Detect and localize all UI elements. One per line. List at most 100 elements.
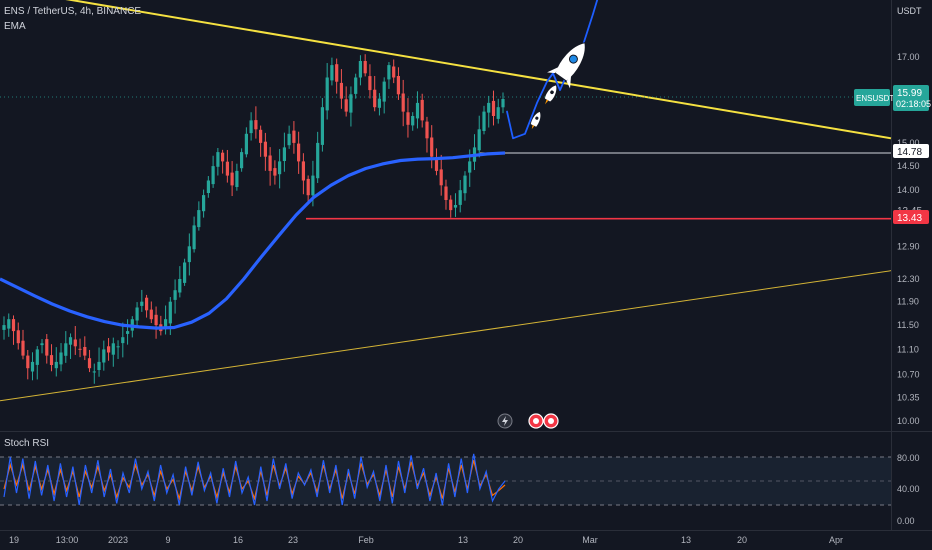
candle[interactable] [178,266,182,298]
candle[interactable] [368,64,372,99]
candle[interactable] [102,340,106,371]
candle[interactable] [382,77,386,114]
candle[interactable] [358,55,362,86]
candle[interactable] [187,233,191,276]
candle[interactable] [339,69,343,109]
candle[interactable] [211,155,215,188]
candle[interactable] [316,131,320,183]
candle[interactable] [287,125,291,149]
stoch-k-line[interactable] [3,453,506,506]
candle[interactable] [126,319,130,345]
candle[interactable] [396,67,400,100]
candle[interactable] [439,154,443,196]
candle[interactable] [49,344,54,372]
candle[interactable] [282,132,286,172]
candle[interactable] [7,313,11,337]
candle[interactable] [344,86,348,117]
candle[interactable] [192,216,196,253]
candle[interactable] [254,106,258,139]
candle[interactable] [496,98,500,124]
price-axis-bg[interactable] [891,0,932,530]
candle[interactable] [297,131,301,174]
projection-path[interactable] [506,0,603,140]
candle[interactable] [54,347,58,377]
candle[interactable] [164,305,168,335]
candle[interactable] [21,329,25,360]
candle[interactable] [244,127,248,158]
candle[interactable] [434,148,439,176]
candle[interactable] [78,338,82,358]
candle[interactable] [225,149,229,183]
candles-group[interactable] [2,54,505,384]
symbol-title[interactable]: ENS / TetherUS, 4h, BINANCE [4,6,141,17]
candle[interactable] [463,171,467,201]
candle[interactable] [154,306,158,339]
candle[interactable] [259,125,263,157]
candle[interactable] [263,132,267,171]
candle[interactable] [107,338,111,361]
candle[interactable] [40,339,44,354]
candle[interactable] [292,121,296,154]
candle[interactable] [320,98,324,152]
candle[interactable] [183,258,187,286]
candle[interactable] [458,179,462,213]
candle[interactable] [430,125,434,169]
candle[interactable] [11,315,16,345]
candle[interactable] [140,289,144,312]
candle[interactable] [173,279,177,314]
candle[interactable] [230,161,234,197]
candle[interactable] [354,73,358,99]
candle[interactable] [406,98,410,138]
stoch-rsi-label[interactable]: Stoch RSI [4,438,49,449]
candle[interactable] [149,301,153,324]
candle[interactable] [411,112,415,131]
candle[interactable] [116,340,120,359]
candle[interactable] [249,112,253,141]
rocket-icon-large[interactable] [547,35,596,89]
candle[interactable] [64,331,68,363]
earnings-event-icon-2[interactable] [543,413,559,429]
candle[interactable] [415,91,420,129]
candle[interactable] [325,63,329,120]
candle[interactable] [2,316,6,340]
candle[interactable] [221,149,225,174]
candle[interactable] [197,201,201,231]
candle[interactable] [145,294,149,318]
candle[interactable] [349,86,353,127]
candle[interactable] [235,163,239,191]
candle[interactable] [444,179,448,210]
candle[interactable] [491,90,496,126]
candle[interactable] [373,76,377,112]
rocket-icon-small[interactable] [529,110,543,130]
candle[interactable] [268,147,272,186]
candle[interactable] [477,115,481,158]
candle[interactable] [301,153,305,195]
candle[interactable] [45,334,49,364]
candle[interactable] [83,336,87,361]
ema-label[interactable]: EMA [4,21,26,32]
candle[interactable] [59,343,63,372]
candle[interactable] [68,333,73,359]
candle[interactable] [206,176,210,198]
candle[interactable] [330,57,334,86]
candle[interactable] [401,79,405,127]
candle[interactable] [425,116,429,153]
candle[interactable] [487,95,491,128]
candle[interactable] [111,337,115,367]
candle[interactable] [335,58,339,94]
candle[interactable] [306,175,310,203]
candle[interactable] [420,93,424,128]
candle[interactable] [135,302,139,329]
candle[interactable] [16,322,20,350]
candle[interactable] [387,62,391,89]
candle[interactable] [240,148,244,172]
candle[interactable] [501,92,505,114]
flash-event-icon[interactable] [497,413,513,429]
candle[interactable] [35,346,39,380]
support-trendline[interactable] [0,270,892,402]
earnings-event-icon[interactable] [528,413,544,429]
candle[interactable] [482,105,486,135]
candle[interactable] [202,189,206,218]
candle[interactable] [73,326,77,355]
